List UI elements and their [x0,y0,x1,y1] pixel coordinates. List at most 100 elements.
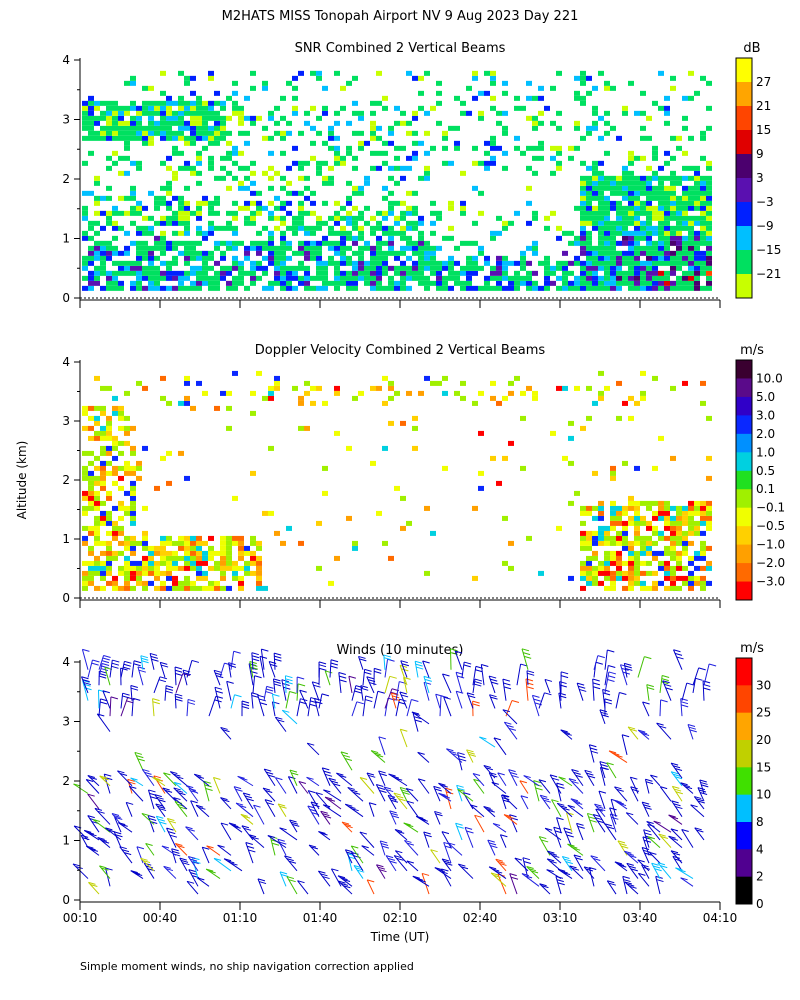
wind-barb [622,875,631,895]
heatmap-cell [160,260,166,266]
heatmap-cell [250,555,256,561]
heatmap-cell [82,575,88,581]
heatmap-cell [160,545,166,551]
heatmap-cell [334,155,340,161]
heatmap-cell [190,270,196,276]
heatmap-cell [268,135,274,141]
heatmap-cell [100,480,106,486]
wind-barb [637,656,652,678]
heatmap-cell [604,80,610,86]
colorbar-label: 4 [756,842,764,856]
heatmap-cell [130,490,136,496]
heatmap-cell [424,570,430,576]
wind-barb [279,871,289,887]
heatmap-cell [610,550,616,556]
heatmap-cell [706,505,712,511]
heatmap-cell [214,565,220,571]
heatmap-cell [634,180,640,186]
heatmap-cell [202,585,208,591]
heatmap-cell [184,575,190,581]
heatmap-cell [94,265,100,271]
wind-barb [233,786,243,802]
wind-barb [245,842,256,864]
heatmap-cell [610,515,616,521]
heatmap-cell [274,280,280,286]
heatmap-cell [106,210,112,216]
heatmap-cell [274,205,280,211]
heatmap-cell [262,245,268,251]
heatmap-cell [616,240,622,246]
heatmap-cell [160,550,166,556]
wind-barb [491,781,507,794]
wind-barb [73,825,89,841]
heatmap-cell [130,240,136,246]
heatmap-cell [538,140,544,146]
heatmap-cell [604,150,610,156]
heatmap-cell [496,280,502,286]
heatmap-cell [232,535,238,541]
heatmap-cell [652,255,658,261]
heatmap-cell [628,240,634,246]
heatmap-cell [664,575,670,581]
heatmap-cell [118,585,124,591]
wind-barb [608,750,628,763]
heatmap-cell [346,120,352,126]
y-tick-label: 4 [62,355,70,369]
wind-barb [399,691,409,709]
heatmap-cell [706,230,712,236]
heatmap-cell [616,210,622,216]
heatmap-cell [670,540,676,546]
heatmap-cell [370,150,376,156]
wind-barb [83,829,100,841]
heatmap-cell [610,555,616,561]
heatmap-cell [652,550,658,556]
wind-barb [328,777,342,794]
heatmap-cell [682,270,688,276]
heatmap-cell [166,400,172,406]
heatmap-cell [100,550,106,556]
heatmap-cell [514,135,520,141]
heatmap-cell [502,515,508,521]
y-tick-label: 2 [62,473,70,487]
wind-barb [141,812,155,825]
colorbar-frame [735,57,753,299]
wind-barb [379,840,390,856]
heatmap-cell [82,125,88,131]
heatmap-cell [418,235,424,241]
heatmap-cell [574,285,580,291]
heatmap-cell [172,230,178,236]
heatmap-cell [232,160,238,166]
heatmap-cell [706,180,712,186]
heatmap-cell [580,260,586,266]
heatmap-cell [424,375,430,381]
heatmap-cell [442,135,448,141]
heatmap-cell [406,220,412,226]
heatmap-cell [112,105,118,111]
heatmap-cell [412,425,418,431]
heatmap-cell [562,285,568,291]
heatmap-cell [226,115,232,121]
heatmap-cell [184,230,190,236]
heatmap-cell [514,285,520,291]
heatmap-cell [196,565,202,571]
y-tick-label: 3 [62,414,70,428]
heatmap-cell [700,505,706,511]
heatmap-cell [160,250,166,256]
heatmap-cell [562,260,568,266]
heatmap-cell [622,225,628,231]
heatmap-cell [136,200,142,206]
heatmap-cell [622,270,628,276]
heatmap-cell [202,270,208,276]
heatmap-cell [670,170,676,176]
heatmap-cell [238,180,244,186]
heatmap-cell [634,540,640,546]
heatmap-cell [442,235,448,241]
wind-barb [526,670,535,686]
heatmap-cell [142,240,148,246]
heatmap-cell [292,105,298,111]
heatmap-cell [82,135,88,141]
heatmap-cell [238,265,244,271]
heatmap-cell [700,220,706,226]
heatmap-cell [502,255,508,261]
heatmap-cell [460,285,466,291]
